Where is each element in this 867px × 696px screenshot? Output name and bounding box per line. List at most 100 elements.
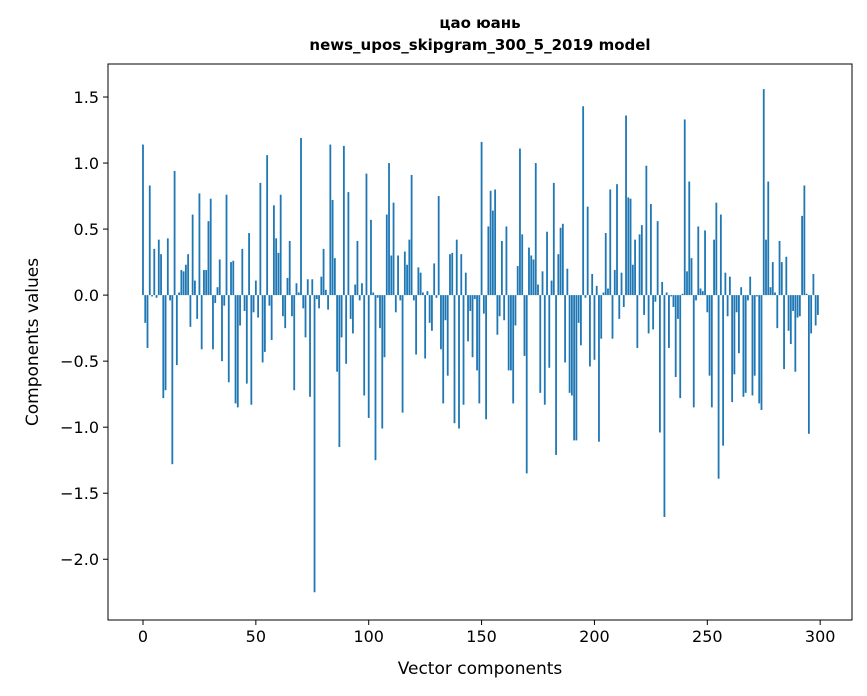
bar-100 bbox=[367, 295, 370, 418]
bar-36 bbox=[223, 295, 226, 306]
bar-107 bbox=[383, 295, 386, 358]
bar-218 bbox=[634, 239, 636, 296]
bar-244 bbox=[692, 295, 695, 408]
bar-241 bbox=[686, 271, 688, 296]
bar-280 bbox=[774, 292, 776, 296]
bar-292 bbox=[801, 215, 804, 296]
bar-135 bbox=[446, 295, 449, 376]
bar-249 bbox=[704, 230, 706, 296]
bar-48 bbox=[250, 295, 253, 405]
bar-229 bbox=[659, 295, 661, 433]
bar-134 bbox=[444, 295, 447, 321]
bar-172 bbox=[530, 255, 533, 296]
bar-232 bbox=[665, 292, 668, 296]
bar-256 bbox=[719, 214, 722, 296]
bar-158 bbox=[498, 295, 501, 317]
bar-92 bbox=[349, 295, 352, 319]
bar-235 bbox=[672, 295, 675, 308]
bar-273 bbox=[758, 295, 761, 404]
bar-117 bbox=[406, 264, 408, 296]
bar-95 bbox=[356, 240, 359, 296]
bar-191 bbox=[573, 295, 576, 441]
bar-65 bbox=[288, 240, 291, 296]
bar-0 bbox=[142, 144, 144, 296]
x-tick-label: 100 bbox=[353, 627, 384, 646]
bar-174 bbox=[534, 163, 537, 296]
bar-237 bbox=[677, 295, 679, 319]
bar-26 bbox=[200, 295, 203, 350]
axes-frame bbox=[107, 63, 853, 621]
bar-53 bbox=[261, 295, 264, 363]
bar-248 bbox=[701, 291, 704, 296]
bar-261 bbox=[731, 295, 734, 403]
bar-165 bbox=[514, 295, 517, 326]
bar-290 bbox=[796, 295, 799, 318]
bar-145 bbox=[469, 295, 472, 311]
bar-94 bbox=[354, 284, 357, 296]
bar-161 bbox=[505, 226, 508, 296]
bar-276 bbox=[765, 239, 767, 296]
x-axis-label: Vector components bbox=[397, 659, 563, 679]
bar-271 bbox=[753, 295, 756, 376]
bar-50 bbox=[254, 280, 257, 296]
y-tick-label: −2.0 bbox=[60, 550, 99, 569]
bar-187 bbox=[564, 295, 567, 363]
bar-39 bbox=[230, 262, 232, 296]
bar-179 bbox=[546, 231, 548, 296]
bar-243 bbox=[690, 258, 693, 296]
bar-188 bbox=[566, 268, 569, 296]
bar-7 bbox=[157, 239, 160, 296]
bar-184 bbox=[557, 254, 560, 296]
bar-21 bbox=[189, 295, 192, 327]
bar-33 bbox=[216, 287, 219, 296]
bar-99 bbox=[365, 173, 368, 296]
bar-185 bbox=[559, 227, 562, 296]
bar-275 bbox=[762, 89, 765, 296]
bar-110 bbox=[390, 255, 393, 296]
bar-104 bbox=[376, 295, 379, 298]
bar-294 bbox=[805, 293, 808, 296]
bar-255 bbox=[717, 295, 720, 479]
bar-195 bbox=[582, 106, 585, 296]
bar-192 bbox=[575, 295, 578, 441]
bar-22 bbox=[191, 214, 194, 296]
bar-189 bbox=[568, 295, 571, 393]
bar-293 bbox=[803, 185, 806, 296]
bar-28 bbox=[205, 270, 208, 296]
bar-176 bbox=[539, 295, 542, 393]
bar-108 bbox=[385, 214, 388, 296]
bar-163 bbox=[510, 295, 512, 371]
bar-114 bbox=[399, 295, 402, 301]
bar-133 bbox=[442, 295, 445, 404]
bar-106 bbox=[381, 295, 384, 429]
bar-279 bbox=[771, 262, 774, 296]
y-tick-label: 1.0 bbox=[74, 154, 99, 173]
bar-5 bbox=[153, 248, 156, 296]
bar-29 bbox=[207, 221, 210, 296]
bar-167 bbox=[519, 148, 521, 296]
x-tick-label: 150 bbox=[466, 627, 497, 646]
bar-157 bbox=[496, 295, 499, 335]
bar-202 bbox=[598, 295, 600, 442]
bar-205 bbox=[604, 233, 607, 296]
bar-259 bbox=[726, 295, 729, 317]
bar-132 bbox=[440, 295, 442, 350]
bar-169 bbox=[523, 295, 526, 356]
bar-32 bbox=[214, 295, 217, 304]
bar-125 bbox=[424, 295, 427, 359]
bar-164 bbox=[512, 295, 515, 404]
bar-1 bbox=[144, 295, 147, 323]
y-tick-label: 0.0 bbox=[74, 286, 99, 305]
bar-231 bbox=[663, 295, 666, 517]
bar-15 bbox=[175, 295, 178, 366]
bar-34 bbox=[218, 259, 221, 296]
bar-141 bbox=[460, 254, 463, 296]
bar-124 bbox=[421, 292, 424, 296]
bar-233 bbox=[668, 295, 670, 348]
bar-109 bbox=[388, 163, 390, 296]
x-tick-label: 200 bbox=[579, 627, 610, 646]
bar-59 bbox=[275, 238, 278, 296]
bar-64 bbox=[286, 277, 289, 296]
bar-85 bbox=[333, 258, 336, 296]
